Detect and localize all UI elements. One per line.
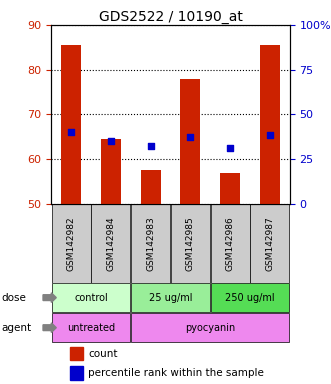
Bar xyxy=(211,204,250,283)
Text: GSM142987: GSM142987 xyxy=(265,216,274,271)
Point xyxy=(108,138,114,144)
Bar xyxy=(131,283,210,312)
Bar xyxy=(131,204,170,283)
Text: GSM142986: GSM142986 xyxy=(225,216,235,271)
Text: GSM142985: GSM142985 xyxy=(186,216,195,271)
Point xyxy=(188,134,193,140)
Text: dose: dose xyxy=(2,293,26,303)
Text: 25 ug/ml: 25 ug/ml xyxy=(149,293,192,303)
Bar xyxy=(61,45,81,204)
Bar xyxy=(91,204,130,283)
Bar xyxy=(71,347,83,361)
Bar xyxy=(211,283,289,312)
Bar xyxy=(71,366,83,380)
Text: 250 ug/ml: 250 ug/ml xyxy=(225,293,275,303)
Text: pyocyanin: pyocyanin xyxy=(185,323,235,333)
Point xyxy=(69,129,74,136)
Bar xyxy=(220,172,240,204)
Bar xyxy=(171,204,210,283)
Point xyxy=(267,131,272,137)
Text: control: control xyxy=(74,293,108,303)
Bar xyxy=(101,139,121,204)
Bar xyxy=(131,313,289,342)
Bar xyxy=(141,170,161,204)
Bar xyxy=(52,313,130,342)
Bar xyxy=(52,204,91,283)
Text: untreated: untreated xyxy=(67,323,115,333)
Bar xyxy=(180,79,200,204)
Text: percentile rank within the sample: percentile rank within the sample xyxy=(88,368,264,378)
Bar xyxy=(250,204,289,283)
Text: GSM142982: GSM142982 xyxy=(67,216,76,271)
Bar xyxy=(52,283,130,312)
Point xyxy=(227,145,233,151)
Point xyxy=(148,143,153,149)
Text: GSM142983: GSM142983 xyxy=(146,216,155,271)
Title: GDS2522 / 10190_at: GDS2522 / 10190_at xyxy=(99,10,242,24)
Text: count: count xyxy=(88,349,118,359)
Bar xyxy=(260,45,280,204)
Text: GSM142984: GSM142984 xyxy=(106,216,116,271)
Text: agent: agent xyxy=(2,323,32,333)
